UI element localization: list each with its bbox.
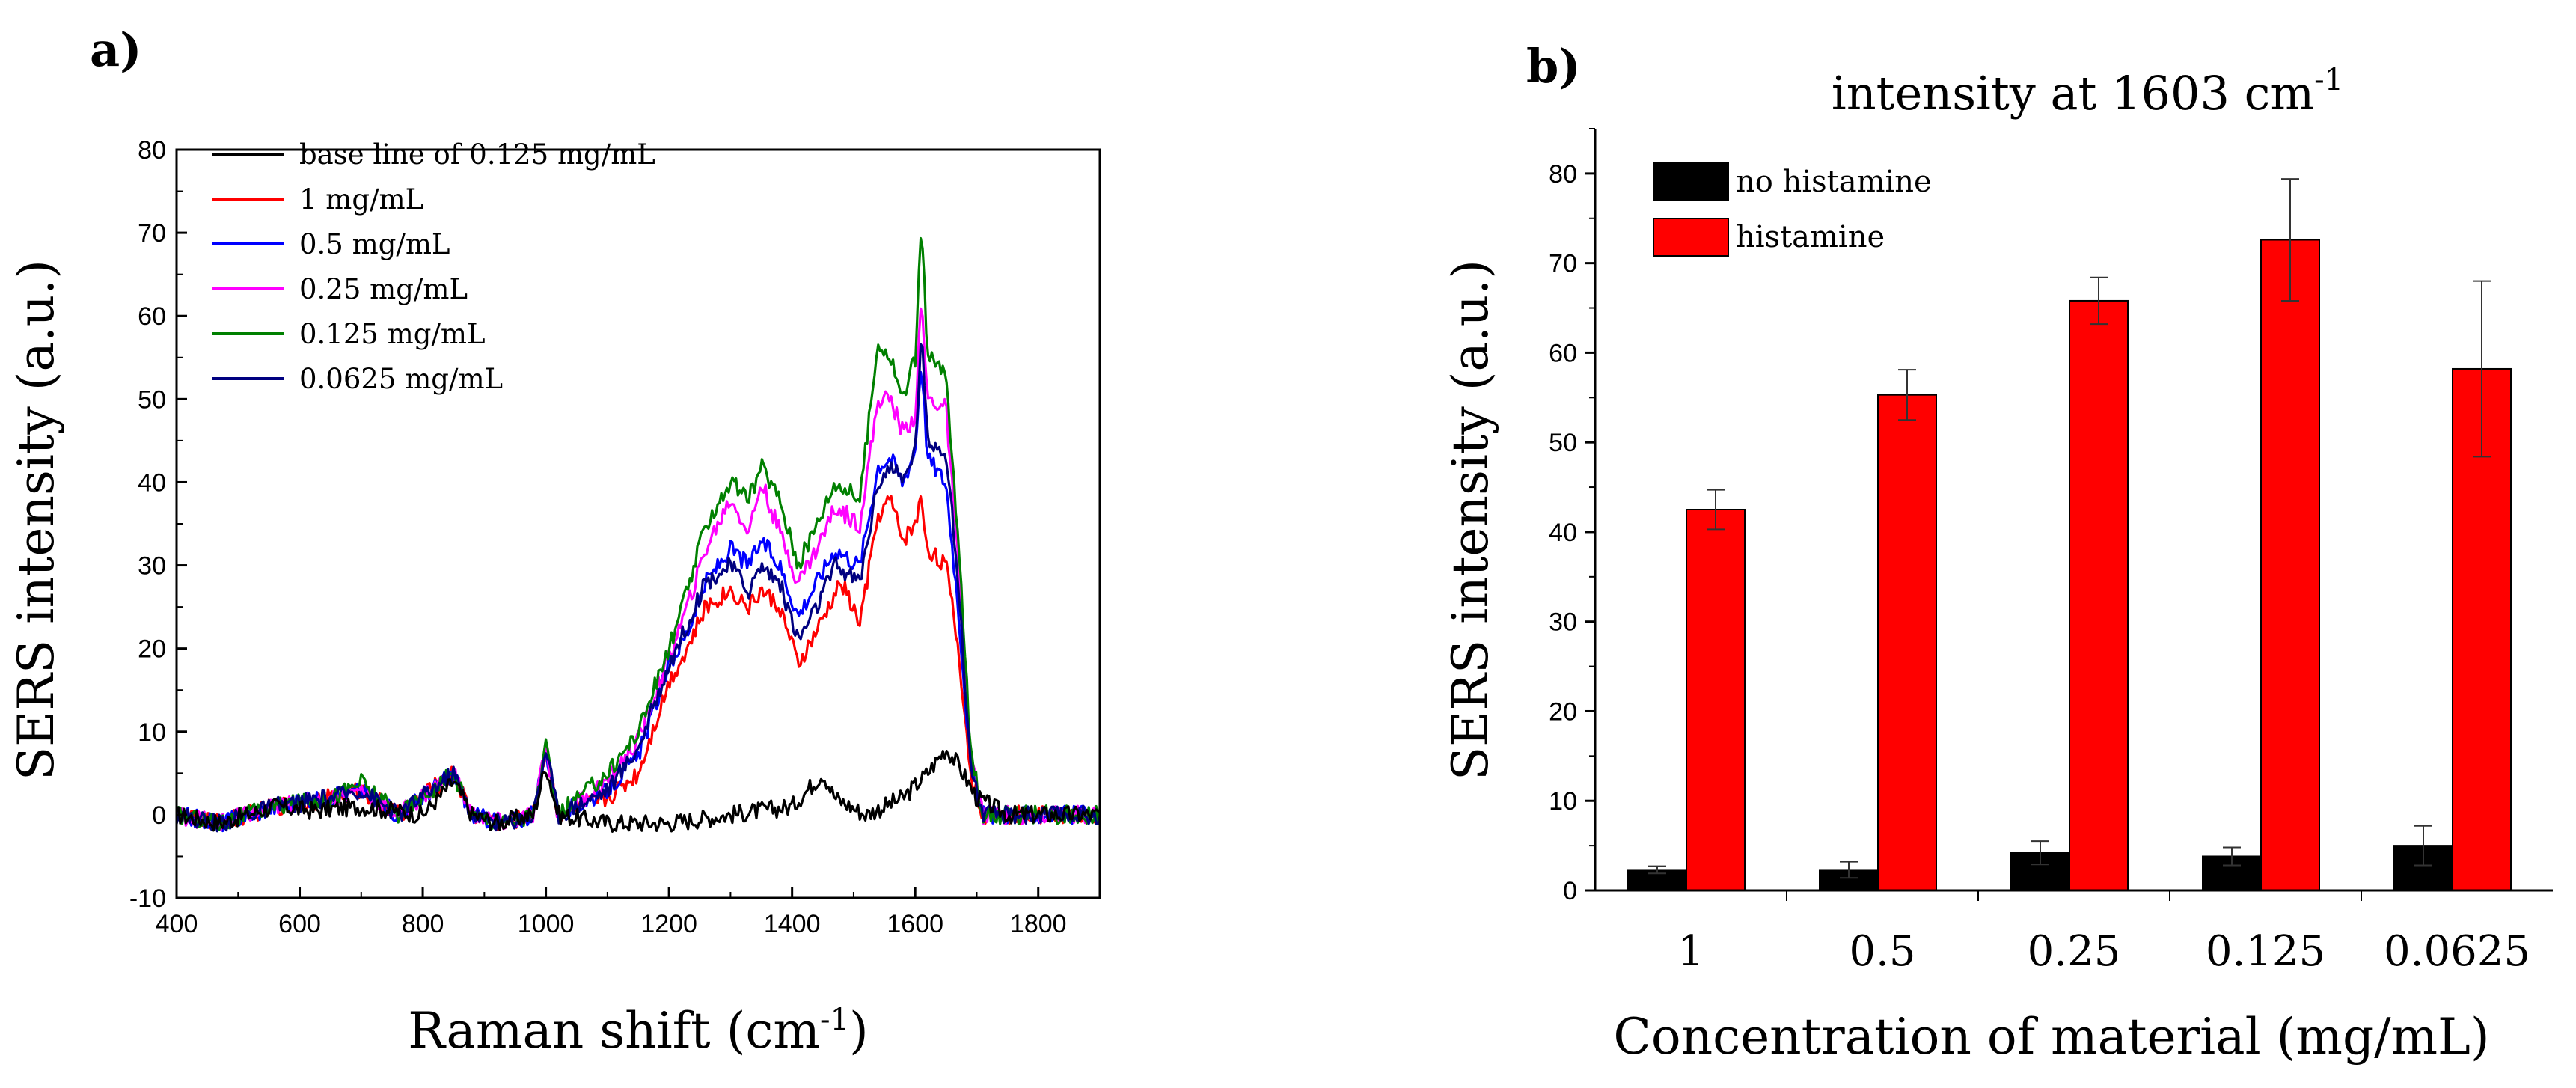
error-bar (2473, 280, 2491, 458)
error-bar (1648, 865, 1666, 875)
y-tick-label: 10 (1549, 787, 1577, 816)
legend-swatch (1653, 162, 1729, 201)
panel-b-x-ticks: 1 0.5 0.25 0.125 0.0625 (1677, 890, 2530, 976)
panel-a-label: a) (90, 22, 142, 77)
panel-b-bar-chart: b) intensity at 1603 cm-1 0 10 20 30 40 50 60 7… (1442, 39, 2553, 1066)
series-line-4 (175, 236, 1101, 831)
error-bar (2414, 825, 2432, 867)
error-bar (2090, 276, 2108, 326)
panel-a-x-title-close: ) (849, 1002, 869, 1060)
y-tick-label: 0 (152, 801, 166, 830)
panel-b-y-ticks: 0 10 20 30 40 50 60 70 80 (1549, 128, 1595, 905)
panel-b-label: b) (1526, 39, 1581, 94)
legend-label: 0.25 mg/mL (299, 273, 468, 305)
bar-histamine (1686, 509, 1746, 891)
x-tick-label: 600 (278, 910, 321, 938)
panel-b-axes (1594, 129, 2553, 892)
panel-a-line-chart: a) 400 600 800 1000 1200 1400 1600 1800 -10 0 10 2… (7, 22, 1101, 1060)
x-tick-label: 1 (1677, 927, 1704, 976)
panel-a-x-title-main: Raman shift (cm (408, 1002, 820, 1060)
x-tick-label: 1200 (640, 910, 697, 938)
y-tick-label: 60 (138, 302, 166, 331)
legend-swatch (1653, 218, 1729, 257)
legend-label: base line of 0.125 mg/mL (299, 138, 655, 171)
legend-label: 0.0625 mg/mL (299, 363, 503, 395)
error-bar (1898, 369, 1916, 421)
panel-b-title: intensity at 1603 cm-1 (1832, 63, 2343, 120)
y-tick-label: 70 (1549, 250, 1577, 278)
legend-label: no histamine (1736, 165, 1932, 199)
series-line-1 (175, 495, 1101, 831)
panel-a-y-ticks: -10 0 10 20 30 40 50 60 70 80 (129, 136, 187, 913)
y-tick-label: 80 (1549, 160, 1577, 189)
series-line-5 (175, 343, 1101, 833)
panel-b-x-axis-title: Concentration of material (mg/mL) (1613, 1008, 2489, 1066)
bar-no-histamine (2393, 845, 2453, 892)
legend-label: 0.125 mg/mL (299, 318, 486, 350)
y-tick-label: 10 (138, 718, 166, 747)
panel-a-x-title-sup: -1 (820, 1003, 849, 1037)
y-tick-label: 0 (1563, 877, 1577, 905)
bar-histamine (2260, 239, 2320, 891)
x-tick-label: 0.5 (1849, 927, 1915, 976)
y-tick-label: 50 (138, 385, 166, 414)
panel-a-axes-frame (175, 148, 1101, 899)
error-bar (2031, 840, 2049, 866)
panel-b-y-axis-title: SERS intensity (a.u.) (1442, 260, 1499, 780)
y-tick-label: 60 (1549, 339, 1577, 367)
panel-b-title-main: intensity at 1603 cm (1832, 66, 2314, 120)
error-bar (2281, 178, 2299, 302)
panel-a-x-ticks: 400 600 800 1000 1200 1400 1600 1800 (156, 887, 1067, 938)
y-tick-label: 30 (1549, 608, 1577, 637)
error-bar (2223, 846, 2241, 867)
y-tick-label: 30 (138, 552, 166, 581)
bar-histamine (1877, 394, 1937, 891)
y-tick-label: 80 (138, 136, 166, 165)
legend-label: histamine (1736, 220, 1885, 254)
error-bar (1840, 861, 1858, 879)
x-tick-label: 0.125 (2206, 927, 2325, 976)
panel-b-title-sup: -1 (2314, 63, 2343, 97)
series-line-0 (176, 750, 1101, 833)
x-tick-label: 0.25 (2028, 927, 2121, 976)
x-tick-label: 400 (156, 910, 198, 938)
y-tick-label: 20 (1549, 697, 1577, 726)
y-tick-label: 20 (138, 635, 166, 664)
panel-a-legend: base line of 0.125 mg/mL 1 mg/mL 0.5 mg/mL… (212, 138, 655, 395)
bar-histamine (2069, 299, 2129, 891)
error-bar (1707, 489, 1725, 531)
x-tick-label: 800 (402, 910, 444, 938)
x-tick-label: 1400 (764, 910, 821, 938)
y-tick-label: 70 (138, 219, 166, 248)
y-tick-label: -10 (129, 884, 166, 913)
y-tick-label: 50 (1549, 429, 1577, 457)
x-tick-label: 0.0625 (2384, 927, 2530, 976)
legend-label: 0.5 mg/mL (299, 228, 450, 260)
panel-a-x-axis-title: Raman shift (cm-1) (408, 1002, 868, 1060)
legend-label: 1 mg/mL (299, 183, 423, 216)
x-tick-label: 1000 (518, 910, 575, 938)
x-tick-label: 1800 (1010, 910, 1067, 938)
y-tick-label: 40 (138, 468, 166, 497)
y-tick-label: 40 (1549, 519, 1577, 547)
panel-a-y-axis-title: SERS intensity (a.u.) (7, 260, 65, 780)
panel-b-plot-area (1627, 178, 2512, 892)
panel-b-legend: no histamine histamine (1653, 162, 1932, 257)
x-tick-label: 1600 (887, 910, 943, 938)
panel-a-plot-area (175, 236, 1101, 833)
